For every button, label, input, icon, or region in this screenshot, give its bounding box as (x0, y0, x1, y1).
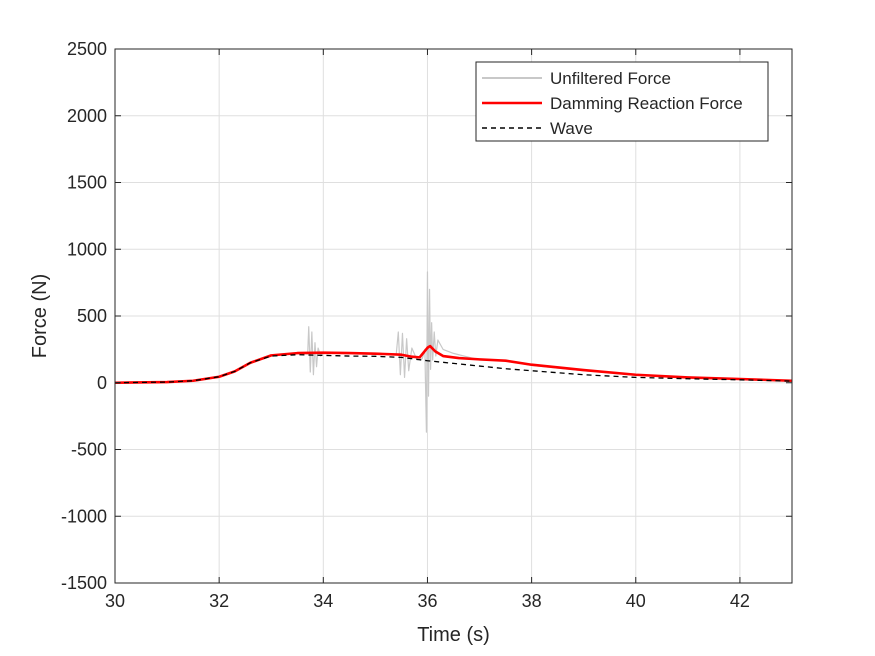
y-tick-label: -500 (71, 440, 107, 460)
x-tick-label: 34 (313, 591, 333, 611)
x-tick-label: 38 (522, 591, 542, 611)
y-tick-label: 1000 (67, 239, 107, 259)
legend-label-2: Damming Reaction Force (550, 94, 743, 113)
y-tick-label: 2500 (67, 39, 107, 59)
legend: Unfiltered Force Damming Reaction Force Wa… (475, 61, 769, 142)
legend-label-3: Wave (550, 119, 593, 138)
y-tick-label: 500 (77, 306, 107, 326)
y-tick-label: 1500 (67, 173, 107, 193)
x-tick-label: 30 (105, 591, 125, 611)
x-tick-label: 32 (209, 591, 229, 611)
series-layer (114, 271, 793, 433)
x-axis-ticks: 30 32 34 36 38 40 42 (105, 49, 750, 611)
y-tick-label: -1000 (61, 506, 107, 526)
legend-box (475, 61, 769, 142)
y-axis-label: Force (N) (29, 274, 51, 358)
legend-label-1: Unfiltered Force (550, 69, 671, 88)
x-tick-label: 40 (626, 591, 646, 611)
y-tick-label: 0 (97, 373, 107, 393)
x-tick-label: 42 (730, 591, 750, 611)
x-axis-label: Time (s) (417, 624, 490, 646)
y-tick-label: -1500 (61, 573, 107, 593)
y-tick-label: 2000 (67, 106, 107, 126)
series-line-3 (114, 354, 793, 384)
x-tick-label: 36 (417, 591, 437, 611)
y-axis-ticks: -1500 -1000 -500 0 500 1000 1500 2000 2500 (61, 39, 792, 593)
